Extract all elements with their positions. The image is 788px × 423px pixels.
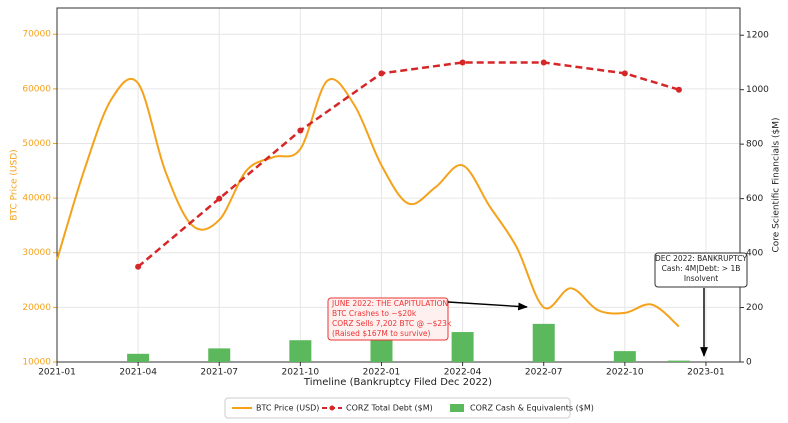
debt-point [621,70,628,77]
plot-frame [56,7,741,363]
x-tick-label: 2023-01 [687,368,725,378]
x-tick-label: 2022-04 [444,368,482,378]
y2-axis-label: Core Scientific Financials ($M) [772,117,782,252]
y-tick-label: 40000 [22,194,51,204]
bar [667,360,690,362]
y-axis-label: BTC Price (USD) [10,149,20,220]
debt-line [137,61,680,268]
annotation-arrow [447,301,528,311]
debt-point [675,86,682,93]
annotation-text: DEC 2022: BANKRUPTCY [655,254,747,263]
x-axis-label: Timeline (Bankruptcy Filed Dec 2022) [303,377,492,388]
btc-line [56,77,680,328]
x-tick-label: 2021-01 [38,368,76,378]
y2-tick-label: 200 [746,303,763,313]
x-tick-label: 2022-01 [363,368,401,378]
debt-point [459,59,466,66]
y-tick-label: 60000 [22,84,51,94]
legend-swatch [450,404,464,412]
bar [613,351,636,362]
y-tick-label: 10000 [22,358,51,368]
y2-tick-label: 600 [746,194,763,204]
debt-point [135,263,142,270]
annotation-text: BTC Crashes to ~$20k [332,309,417,318]
x-tick-label: 2022-10 [606,368,644,378]
annotation-text: CORZ Sells 7,202 BTC @ ~$23k [332,319,452,328]
legend-label: CORZ Total Debt ($M) [346,404,433,413]
x-tick-label: 2022-07 [525,368,563,378]
y-tick-label: 70000 [22,30,51,40]
legend-marker [329,405,335,411]
bar [127,353,150,362]
y-tick-label: 50000 [22,139,51,149]
y-tick-label: 30000 [22,248,51,258]
annotation-text: Cash: 4M|Debt: > 1B [662,264,741,273]
y2-tick-label: 0 [746,358,752,368]
x-tick-label: 2021-10 [282,368,320,378]
debt-point [540,59,547,66]
y2-tick-label: 1000 [746,85,769,95]
bar [208,348,231,362]
debt-point [216,195,223,202]
x-tick-label: 2021-04 [119,368,157,378]
legend-frame [224,397,571,419]
legend-label: BTC Price (USD) [256,404,319,413]
legend-label: CORZ Cash & Equivalents ($M) [470,404,594,413]
annotation-text: (Raised $167M to survive) [332,329,430,338]
debt-point [297,127,304,134]
annotation-box [654,252,748,288]
y2-tick-label: 400 [746,249,763,259]
bar [289,340,312,362]
bar [451,332,474,362]
annotation-text: JUNE 2022: THE CAPITULATION [331,299,448,308]
y2-tick-label: 1200 [746,31,769,41]
annotation-text: Insolvent [684,274,718,283]
x-tick-label: 2021-07 [200,368,238,378]
bar [532,323,555,362]
y2-tick-label: 800 [746,140,763,150]
annotation-box [327,297,449,341]
debt-point [378,70,385,77]
y-tick-label: 20000 [22,303,51,313]
legend: BTC Price (USD) CORZ Total Debt ($M) CORZ … [224,397,594,419]
